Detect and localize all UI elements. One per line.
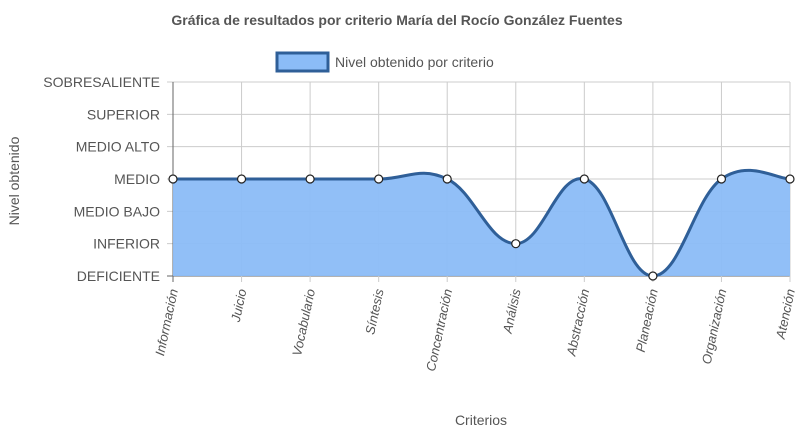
x-tick-label: Información [152, 288, 181, 358]
series-area-fill [173, 170, 790, 276]
data-point-5[interactable] [442, 174, 452, 184]
y-axis-ticks: DEFICIENTE INFERIOR MEDIO BAJO MEDIO MEDIO A… [43, 74, 160, 284]
x-tick-label: Abstracción [563, 288, 592, 359]
x-tick-label: Atención [773, 288, 795, 342]
y-tick-label: INFERIOR [93, 236, 160, 252]
y-tick-label: MEDIO [114, 171, 160, 187]
y-tick-label: SUPERIOR [87, 106, 160, 122]
x-tick-label: Vocabulario [289, 288, 318, 358]
y-axis-title: Nivel obtenido [6, 136, 22, 225]
data-points [168, 174, 795, 281]
data-point-10[interactable] [785, 174, 795, 184]
data-point-3[interactable] [305, 174, 315, 184]
legend-swatch [275, 51, 330, 73]
data-point-7[interactable] [579, 174, 589, 184]
x-tick-label: Organización [699, 288, 730, 366]
legend[interactable]: Nivel obtenido por criterio [275, 51, 494, 73]
x-axis-ticks: Información Juicio Vocabulario Síntesis Conc… [152, 287, 795, 373]
x-tick-label: Análisis [500, 287, 524, 335]
x-tick-label: Concentración [423, 288, 455, 373]
data-point-2[interactable] [236, 174, 247, 184]
y-tick-label: MEDIO BAJO [74, 203, 160, 219]
data-point-4[interactable] [374, 174, 384, 184]
data-point-9[interactable] [716, 174, 727, 184]
series-area [173, 168, 791, 278]
y-tick-label: DEFICIENTE [77, 268, 160, 284]
x-tick-label: Síntesis [362, 287, 386, 336]
x-axis-title: Criterios [455, 412, 507, 428]
chart-title: Gráfica de resultados por criterio María… [171, 12, 622, 28]
data-point-1[interactable] [168, 174, 178, 184]
data-point-8[interactable] [648, 271, 658, 281]
legend-label: Nivel obtenido por criterio [335, 54, 494, 70]
data-point-6[interactable] [511, 239, 521, 249]
y-tick-label: SOBRESALIENTE [43, 74, 160, 90]
x-tick-label: Planeación [633, 288, 661, 354]
x-tick-label: Juicio [228, 288, 250, 325]
y-tick-label: MEDIO ALTO [76, 139, 160, 155]
